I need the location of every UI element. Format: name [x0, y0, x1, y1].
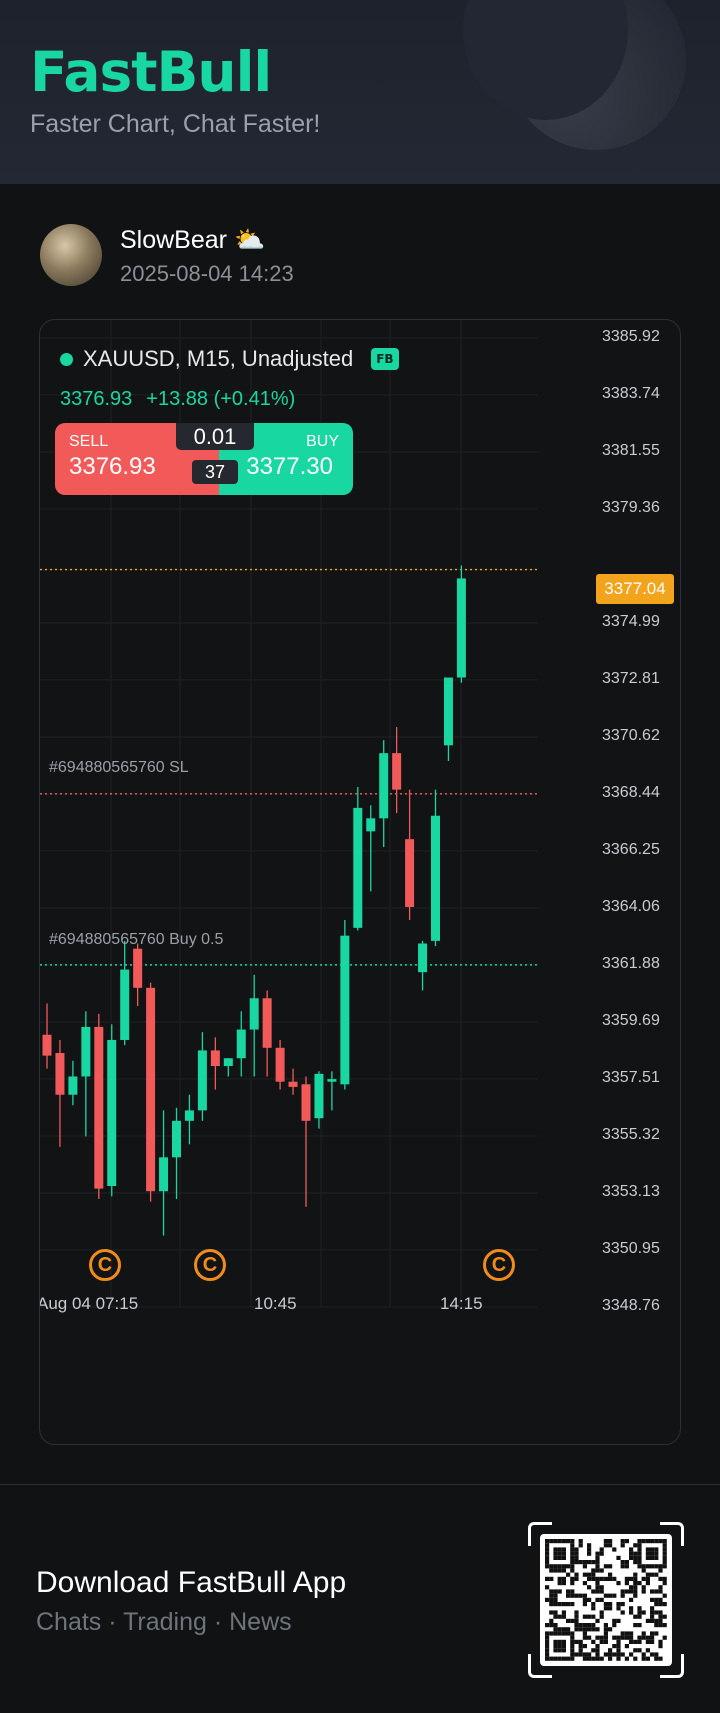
sl-order-label[interactable]: #694880565760 SL	[49, 759, 189, 776]
candle-body	[314, 1073, 324, 1119]
y-tick-label: 3359.69	[602, 1011, 660, 1029]
y-tick-label: 3364.06	[602, 898, 660, 916]
spread-badge: 37	[192, 460, 238, 484]
candle-body	[366, 818, 376, 832]
candle-body	[146, 987, 156, 1192]
price-change: +13.88 (+0.41%)	[146, 388, 296, 410]
candle-body	[275, 1047, 285, 1082]
buy-button[interactable]: BUY 3377.30	[219, 423, 353, 495]
price-chart[interactable]: XAUUSD, M15, Unadjusted FB 3376.93 +13.88…	[39, 319, 681, 1445]
candle-body	[94, 1026, 104, 1189]
y-tick-label: 3361.88	[602, 954, 660, 972]
candle-body	[236, 1029, 246, 1059]
last-price: 3376.93	[60, 388, 133, 410]
y-tick-label: 3355.32	[602, 1125, 660, 1143]
app-header: FastBull Faster Chart, Chat Faster!	[0, 0, 720, 184]
candlestick-chart[interactable]	[40, 320, 681, 1445]
candle-body	[392, 753, 402, 790]
trade-panel: SELL 3376.93 BUY 3377.30 0.01 37	[55, 423, 353, 495]
symbol-label: XAUUSD, M15, Unadjusted	[83, 346, 354, 371]
qr-code[interactable]	[528, 1522, 684, 1678]
candle-body	[301, 1084, 311, 1121]
y-tick-label: 3385.92	[602, 328, 660, 345]
event-marker-icon[interactable]: C	[89, 1249, 121, 1281]
sell-label: SELL	[69, 433, 109, 450]
candle-body	[107, 1039, 117, 1187]
candle-body	[418, 943, 428, 973]
y-tick-label: 3383.74	[602, 384, 660, 402]
sell-price: 3376.93	[69, 453, 156, 480]
candle-body	[68, 1076, 78, 1095]
divider	[0, 1484, 720, 1485]
candle-body	[81, 1026, 91, 1077]
y-tick-label: 3348.76	[602, 1297, 660, 1314]
y-tick-label: 3370.62	[602, 726, 660, 744]
download-subtitle: Chats · Trading · News	[36, 1608, 292, 1636]
y-tick-label: 3366.25	[602, 840, 660, 858]
y-tick-label: 3353.13	[602, 1183, 660, 1201]
candle-body	[431, 815, 440, 941]
candle-body	[210, 1050, 220, 1067]
download-title[interactable]: Download FastBull App	[36, 1566, 347, 1599]
candle-body	[55, 1053, 65, 1095]
candle-body	[197, 1050, 207, 1111]
buy-label: BUY	[306, 433, 339, 450]
buy-price: 3377.30	[246, 453, 333, 480]
y-tick-label: 3379.36	[602, 499, 660, 517]
x-tick-label: Aug 04 07:15	[39, 1294, 139, 1313]
app-logo: FastBull	[30, 40, 272, 104]
y-tick-label: 3372.81	[602, 669, 660, 687]
candle-body	[353, 807, 363, 928]
avatar[interactable]	[40, 224, 102, 286]
candle-body	[262, 998, 272, 1048]
status-dot-icon	[60, 352, 73, 366]
x-tick-label: 14:15	[440, 1294, 483, 1313]
candle-body	[340, 935, 350, 1085]
y-tick-label: 3357.51	[602, 1068, 660, 1086]
y-tick-label: 3381.55	[602, 441, 660, 459]
candle-body	[379, 753, 389, 819]
symbol-row: XAUUSD, M15, Unadjusted FB	[60, 346, 399, 372]
candle-body	[120, 969, 130, 1040]
fb-badge: FB	[371, 348, 399, 370]
post-timestamp: 2025-08-04 14:23	[120, 261, 294, 286]
username[interactable]: SlowBear ⛅	[120, 226, 266, 254]
candle-body	[133, 948, 143, 988]
price-change-row: 3376.93 +13.88 (+0.41%)	[60, 388, 295, 411]
app-tagline: Faster Chart, Chat Faster!	[30, 110, 321, 138]
candle-body	[443, 677, 453, 746]
candle-body	[249, 998, 259, 1030]
lot-size-input[interactable]: 0.01	[176, 423, 254, 450]
candle-body	[42, 1034, 52, 1056]
candle-body	[288, 1081, 298, 1087]
current-price-tag: 3377.04	[596, 574, 674, 604]
y-tick-label: 3368.44	[602, 783, 660, 801]
y-tick-label: 3350.95	[602, 1239, 660, 1257]
candle-body	[456, 578, 466, 678]
qr-code-icon	[545, 1539, 667, 1661]
y-tick-label: 3374.99	[602, 613, 660, 630]
candle-body	[184, 1110, 194, 1121]
x-tick-label: 10:45	[254, 1294, 297, 1313]
event-marker-icon[interactable]: C	[483, 1249, 515, 1281]
candle-body	[159, 1157, 169, 1192]
candle-body	[172, 1120, 181, 1158]
candle-body	[223, 1058, 233, 1067]
candle-body	[405, 839, 415, 907]
buy-order-label[interactable]: #694880565760 Buy 0.5	[49, 931, 224, 948]
candle-body	[327, 1079, 337, 1082]
event-marker-icon[interactable]: C	[194, 1249, 226, 1281]
